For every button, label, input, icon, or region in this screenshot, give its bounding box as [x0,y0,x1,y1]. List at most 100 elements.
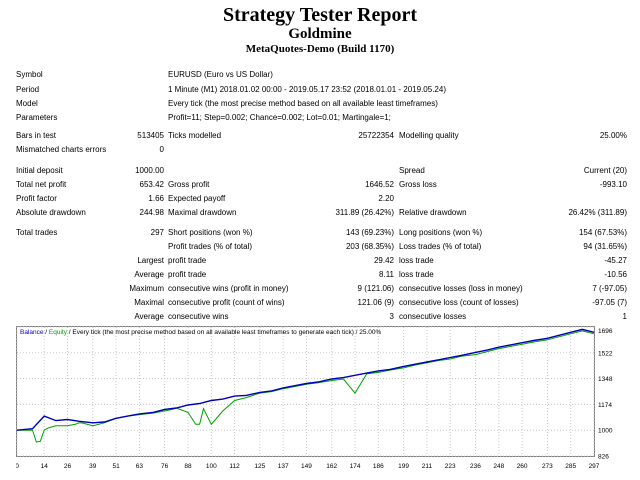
x-tick-label: 149 [301,463,312,470]
profit-trades-label: Profit trades (% of total) [168,242,253,251]
average-profit-label: profit trade [168,270,207,279]
mismatch-label: Mismatched charts errors [16,145,107,154]
x-tick-label: 14 [41,463,49,470]
legend-sep: / [44,329,49,336]
loss-trades-value: 94 (31.65%) [583,242,627,251]
avg-cons-losses-label: consecutive losses [399,312,467,321]
max-cons-wins-label: consecutive wins (profit in money) [168,284,289,293]
x-tick-label: 137 [278,463,289,470]
x-tick-label: 174 [350,463,361,470]
y-tick-label: 826 [598,454,609,461]
model-label: Model [16,99,38,108]
x-tick-label: 162 [326,463,337,470]
chart-frame [16,326,595,457]
total-trades-value: 297 [150,228,164,237]
max-cons-losses-label: consecutive losses (loss in money) [399,284,523,293]
parameters-value: Profit=11; Step=0.002; Chance=0.002; Lot… [168,113,391,122]
largest-loss-value: -45.27 [604,256,627,265]
avg-cons-losses-value: 1 [622,312,627,321]
average-profit-value: 8.11 [379,270,394,279]
maximal-cons-loss-label: consecutive loss (count of losses) [399,298,519,307]
x-tick-label: 223 [445,463,456,470]
gross-profit-label: Gross profit [168,180,210,189]
x-tick-label: 248 [493,463,504,470]
x-tick-label: 236 [470,463,481,470]
legend-equity: Equity [49,329,68,336]
average-loss-label: loss trade [399,270,434,279]
x-tick-label: 0 [16,463,19,470]
y-tick-label: 1696 [598,328,613,335]
server-build: MetaQuotes-Demo (Build 1170) [245,43,395,55]
y-tick-label: 1522 [598,350,613,357]
largest-label: Largest [137,256,164,265]
x-tick-label: 260 [517,463,528,470]
x-tick-label: 88 [184,463,192,470]
average2-label: Average [134,312,164,321]
y-tick-label: 1000 [598,428,613,435]
average-loss-value: -10.56 [604,270,627,279]
initial-deposit-label: Initial deposit [16,166,63,175]
x-tick-label: 112 [229,463,240,470]
short-value: 143 (69.23%) [345,228,394,237]
maximal-label: Maximal [134,298,164,307]
rel-drawdown-label: Relative drawdown [399,208,467,217]
initial-deposit-value: 1000.00 [135,166,164,175]
largest-profit-label: profit trade [168,256,207,265]
x-tick-label: 63 [136,463,144,470]
abs-drawdown-value: 244.98 [139,208,164,217]
x-tick-label: 51 [112,463,120,470]
total-trades-label: Total trades [16,228,58,237]
quality-label: Modelling quality [399,131,459,140]
maximum-label: Maximum [129,284,164,293]
net-profit-value: 653.42 [139,180,164,189]
expert-name: Goldmine [288,26,352,42]
quality-value: 25.00% [599,131,627,140]
avg-cons-wins-value: 3 [389,312,394,321]
x-tick-label: 285 [565,463,576,470]
profit-factor-value: 1.66 [148,194,164,203]
profit-trades-value: 203 (68.35%) [345,242,394,251]
x-tick-label: 39 [89,463,97,470]
max-drawdown-label: Maximal drawdown [168,208,237,217]
bars-label: Bars in test [16,131,57,140]
balance-line [16,328,595,431]
max-cons-losses-value: 7 (-97.05) [592,284,627,293]
ticks-value: 25722354 [358,131,394,140]
chart-legend: Balance / Equity / Every tick (the most … [20,329,382,336]
period-value: 1 Minute (M1) 2018.01.02 00:00 - 2019.05… [168,85,446,94]
net-profit-label: Total net profit [16,180,67,189]
symbol-label: Symbol [16,70,43,79]
mismatch-value: 0 [159,145,164,154]
maximal-cons-profit-label: consecutive profit (count of wins) [168,298,285,307]
average-label: Average [134,270,164,279]
legend-balance: Balance [20,329,44,336]
balance-equity-chart: Balance / Equity / Every tick (the most … [16,326,613,470]
avg-cons-wins-label: consecutive wins [168,312,229,321]
maximal-cons-loss-value: -97.05 (7) [592,298,627,307]
max-cons-wins-value: 9 (121.06) [357,284,394,293]
x-tick-label: 26 [64,463,72,470]
largest-loss-label: loss trade [399,256,434,265]
spread-label: Spread [399,166,425,175]
y-tick-label: 1348 [598,376,613,383]
symbol-value: EURUSD (Euro vs US Dollar) [168,70,273,79]
profit-factor-label: Profit factor [16,194,57,203]
gross-loss-value: -993.10 [599,180,627,189]
gross-profit-value: 1646.52 [365,180,394,189]
x-tick-label: 199 [398,463,409,470]
x-tick-label: 273 [542,463,553,470]
report-title: Strategy Tester Report [222,4,418,26]
largest-profit-value: 29.42 [373,256,394,265]
x-tick-label: 100 [206,463,217,470]
loss-trades-label: Loss trades (% of total) [399,242,482,251]
ticks-label: Ticks modelled [168,131,222,140]
bars-value: 513405 [137,131,164,140]
x-tick-label: 125 [254,463,265,470]
x-tick-label: 211 [422,463,433,470]
long-label: Long positions (won %) [399,228,483,237]
maximal-cons-profit-value: 121.06 (9) [357,298,394,307]
expected-payoff-value: 2.20 [378,194,394,203]
legend-rest: / Every tick (the most precise method ba… [67,329,382,336]
x-tick-label: 76 [161,463,169,470]
rel-drawdown-value: 26.42% (311.89) [568,208,627,217]
